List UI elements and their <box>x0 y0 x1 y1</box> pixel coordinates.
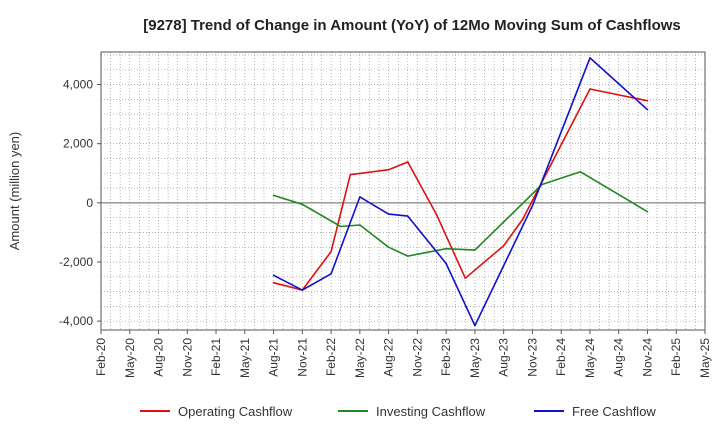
legend-label-free-cashflow: Free Cashflow <box>572 404 656 419</box>
series-line-operating-cashflow <box>273 88 648 291</box>
data-point-operating-cashflow <box>406 161 409 163</box>
y-tick-label: -2,000 <box>59 255 93 269</box>
data-point-investing-cashflow <box>272 194 275 197</box>
x-tick-label: Aug-21 <box>267 338 281 377</box>
x-tick-label: May-20 <box>123 338 137 378</box>
x-tick-label: Aug-20 <box>152 338 166 377</box>
x-axis: Feb-20 May-20 Aug-20 Nov-20 Feb-21 May-21 Aug-… <box>94 330 712 378</box>
y-axis-label: Amount (million yen) <box>7 132 22 251</box>
data-point-investing-cashflow <box>474 249 476 251</box>
data-point-operating-cashflow <box>646 99 649 102</box>
data-point-operating-cashflow <box>387 168 390 171</box>
x-tick-label: Nov-20 <box>180 338 194 377</box>
data-point-operating-cashflow <box>464 277 467 280</box>
y-axis: 4,000 2,000 0 -2,000 -4,000 <box>59 78 101 328</box>
data-point-investing-cashflow <box>301 203 304 206</box>
legend: Operating Cashflow Investing Cashflow Free… <box>140 404 656 419</box>
x-tick-label: Nov-22 <box>410 338 424 377</box>
y-tick-label: -4,000 <box>59 314 93 328</box>
x-tick-label: Nov-24 <box>640 338 654 377</box>
series-line-investing-cashflow <box>273 171 648 257</box>
series-line-free-cashflow <box>273 57 649 327</box>
data-point-operating-cashflow <box>330 250 332 253</box>
data-point-free-cashflow <box>330 273 332 275</box>
x-tick-label: Feb-24 <box>554 338 568 376</box>
x-tick-label: Aug-22 <box>382 338 396 377</box>
plot-frame <box>100 51 706 331</box>
x-tick-label: Feb-23 <box>439 338 453 376</box>
x-tick-label: Feb-22 <box>324 338 338 376</box>
series-group <box>272 57 649 327</box>
data-point-operating-cashflow <box>589 88 591 90</box>
chart-title: [9278] Trend of Change in Amount (YoY) o… <box>143 17 681 34</box>
data-point-investing-cashflow <box>646 210 649 213</box>
x-tick-label: May-24 <box>583 338 597 378</box>
data-point-free-cashflow <box>272 274 275 277</box>
legend-label-investing-cashflow: Investing Cashflow <box>376 404 486 419</box>
data-point-free-cashflow <box>531 204 534 207</box>
legend-label-operating-cashflow: Operating Cashflow <box>178 404 293 419</box>
y-tick-label: 2,000 <box>63 137 93 151</box>
y-tick-label: 0 <box>86 196 93 210</box>
data-point-investing-cashflow <box>359 224 361 226</box>
data-point-free-cashflow <box>646 108 649 111</box>
data-point-free-cashflow <box>359 196 361 198</box>
x-tick-label: Aug-23 <box>497 338 511 377</box>
data-point-investing-cashflow <box>406 255 409 257</box>
data-point-operating-cashflow <box>435 213 438 216</box>
data-point-free-cashflow <box>387 213 390 215</box>
x-tick-label: Feb-20 <box>94 338 108 376</box>
x-tick-label: Nov-23 <box>525 338 539 377</box>
data-point-free-cashflow <box>301 289 304 291</box>
x-tick-label: Feb-25 <box>669 338 683 376</box>
data-point-operating-cashflow <box>349 173 352 176</box>
x-tick-label: May-21 <box>238 338 252 378</box>
x-tick-label: May-23 <box>468 338 482 378</box>
x-tick-label: Nov-21 <box>295 338 309 377</box>
grid <box>100 52 706 330</box>
data-point-investing-cashflow <box>387 246 390 248</box>
x-tick-label: May-25 <box>698 338 712 378</box>
data-point-investing-cashflow <box>579 170 582 173</box>
data-point-free-cashflow <box>406 215 409 217</box>
x-tick-label: May-22 <box>353 338 367 378</box>
data-point-operating-cashflow <box>502 244 505 247</box>
x-tick-label: Aug-24 <box>612 338 626 377</box>
data-point-free-cashflow <box>474 324 476 327</box>
data-point-free-cashflow <box>445 262 447 265</box>
data-point-free-cashflow <box>589 57 591 59</box>
data-point-investing-cashflow <box>445 247 447 250</box>
data-point-operating-cashflow <box>272 281 275 284</box>
x-tick-label: Feb-21 <box>209 338 223 376</box>
data-point-investing-cashflow <box>339 225 342 228</box>
y-tick-label: 4,000 <box>63 78 93 92</box>
data-point-operating-cashflow <box>522 218 524 220</box>
